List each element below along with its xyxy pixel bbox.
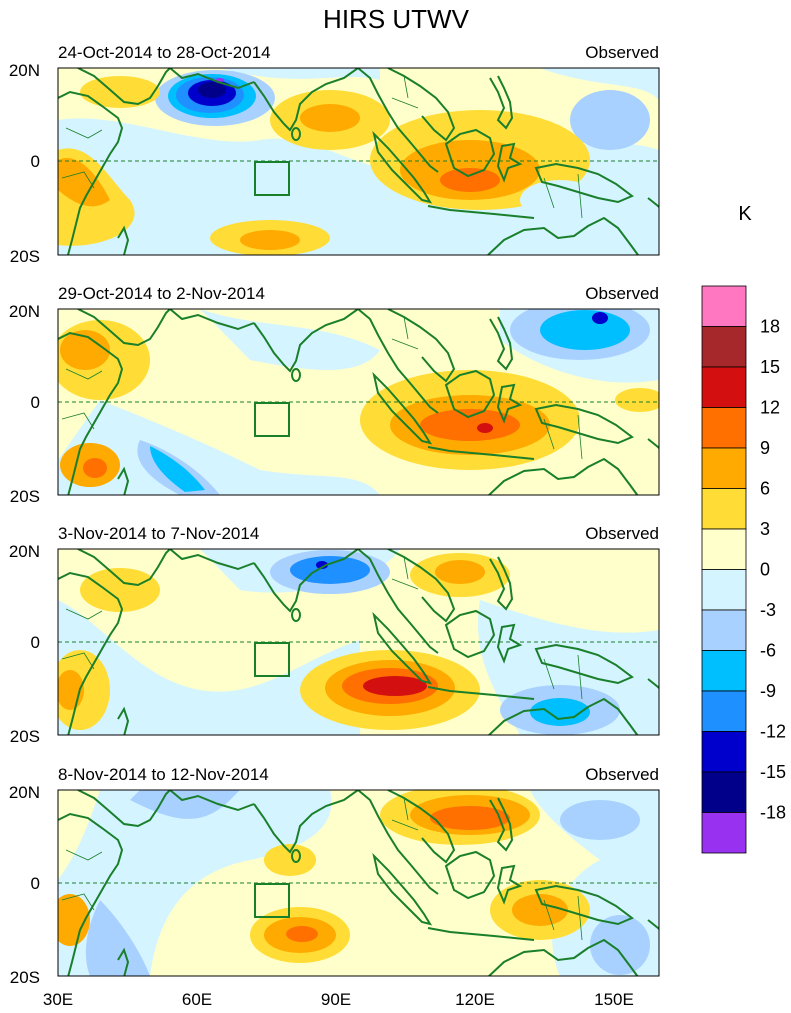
panel-4-lat-0: 0: [31, 874, 40, 893]
colorbar-swatch: [701, 528, 747, 570]
colorbar-label: -9: [760, 681, 776, 701]
lon-label-90e: 90E: [321, 990, 351, 1009]
unit-label: K: [738, 203, 752, 225]
colorbar-label: 12: [760, 398, 780, 418]
colorbar-swatch: [701, 771, 747, 813]
longitude-axis: 30E 60E 90E 120E 150E: [43, 990, 634, 1009]
colorbar-label: 3: [760, 519, 770, 539]
colorbar-label: -15: [760, 762, 786, 782]
panel-3-lat-0: 0: [31, 633, 40, 652]
panel-2-field: [58, 309, 659, 495]
panel-2-lat-20n: 20N: [9, 302, 40, 321]
panel-2-date-range: 29-Oct-2014 to 2-Nov-2014: [58, 284, 265, 303]
panel-2-tag: Observed: [585, 284, 659, 303]
panel-2-lat-0: 0: [31, 393, 40, 412]
colorbar-label: 15: [760, 357, 780, 377]
lon-label-120e: 120E: [455, 990, 495, 1009]
colorbar-swatch: [701, 407, 747, 449]
lon-label-150e: 150E: [594, 990, 634, 1009]
panel-3-lat-20n: 20N: [9, 542, 40, 561]
panel-3-field: [58, 549, 659, 735]
panel-3-lat-20s: 20S: [10, 727, 40, 746]
map-panel-3: 3-Nov-2014 to 7-Nov-2014 Observed 20N 0: [9, 524, 660, 746]
colorbar-label: 0: [760, 560, 770, 580]
panel-1-lat-20n: 20N: [9, 61, 40, 80]
colorbar-label: 9: [760, 438, 770, 458]
colorbar-swatch: [701, 366, 747, 408]
map-panel-2: 29-Oct-2014 to 2-Nov-2014 Observed 20N 0: [9, 284, 660, 506]
lon-label-30e: 30E: [43, 990, 73, 1009]
colorbar-swatch: [701, 731, 747, 773]
panel-4-lat-20n: 20N: [9, 783, 40, 802]
colorbar-swatch: [701, 285, 747, 327]
panel-4-field: [58, 790, 659, 976]
map-panel-4: 8-Nov-2014 to 12-Nov-2014 Observed 20N 0…: [9, 765, 660, 987]
colorbar-swatch: [701, 812, 747, 854]
colorbar-label: -6: [760, 641, 776, 661]
colorbar: 18 15 12 9 6 3 0 -3 -6 -9 -12 -15 -18: [701, 285, 786, 854]
panel-1-lat-0: 0: [31, 152, 40, 171]
panel-4-date-range: 8-Nov-2014 to 12-Nov-2014: [58, 765, 269, 784]
colorbar-label: 6: [760, 479, 770, 499]
lon-label-60e: 60E: [182, 990, 212, 1009]
colorbar-label: -12: [760, 722, 786, 742]
panel-1-lat-20s: 20S: [10, 247, 40, 266]
colorbar-swatch: [701, 326, 747, 368]
panel-1-tag: Observed: [585, 43, 659, 62]
colorbar-swatch: [701, 690, 747, 732]
colorbar-swatch: [701, 488, 747, 530]
panel-4-lat-20s: 20S: [10, 968, 40, 987]
panel-3-date-range: 3-Nov-2014 to 7-Nov-2014: [58, 524, 259, 543]
colorbar-swatch: [701, 447, 747, 489]
colorbar-label: 18: [760, 317, 780, 337]
panel-1-date-range: 24-Oct-2014 to 28-Oct-2014: [58, 43, 271, 62]
colorbar-label: -3: [760, 600, 776, 620]
panel-2-lat-20s: 20S: [10, 487, 40, 506]
panel-1-field: [58, 68, 659, 255]
panel-4-tag: Observed: [585, 765, 659, 784]
colorbar-swatch: [701, 609, 747, 651]
colorbar-swatch: [701, 650, 747, 692]
figure-title: HIRS UTWV: [323, 4, 470, 34]
colorbar-label: -18: [760, 803, 786, 823]
colorbar-swatch: [701, 569, 747, 611]
panel-3-tag: Observed: [585, 524, 659, 543]
map-panel-1: 24-Oct-2014 to 28-Oct-2014 Observed: [9, 43, 660, 266]
